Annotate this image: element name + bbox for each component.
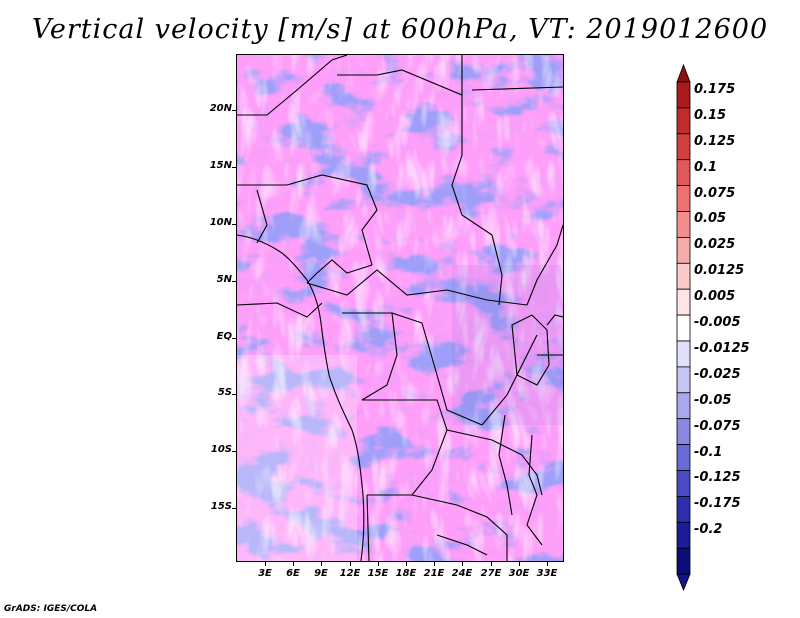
colorbar-label: -0.175	[694, 496, 741, 512]
southwest-smooth-region	[237, 355, 357, 561]
colorbar-top-arrow	[676, 63, 691, 83]
lon-tick-label: 24E	[451, 568, 473, 579]
lat-tick-label: 15N	[209, 160, 232, 171]
lon-tick-label: 33E	[536, 568, 558, 579]
lon-tick	[434, 562, 435, 566]
colorbar-swatch	[676, 314, 691, 342]
colorbar-label: 0.15	[694, 107, 727, 123]
lon-tick-label: 9E	[314, 568, 328, 579]
lat-tick	[232, 394, 236, 395]
colorbar-label: 0.0125	[694, 263, 745, 279]
colorbar-label: -0.05	[694, 392, 732, 408]
colorbar-label: 0.025	[694, 237, 736, 253]
lon-tick	[519, 562, 520, 566]
lat-tick	[232, 110, 236, 111]
lon-tick-label: 30E	[508, 568, 530, 579]
colorbar-swatch	[676, 133, 691, 161]
lat-tick-label: 20N	[209, 103, 232, 114]
colorbar-label: -0.025	[694, 366, 741, 382]
lat-tick	[232, 224, 236, 225]
colorbar-swatch	[676, 444, 691, 471]
colorbar-swatch	[676, 107, 691, 135]
west-coastline	[237, 234, 365, 561]
colorbar-label: -0.075	[694, 418, 741, 434]
lake-victoria	[511, 314, 550, 386]
colorbar-swatch	[676, 547, 691, 575]
colorbar-swatch	[676, 470, 691, 497]
map-plot-area	[236, 54, 564, 562]
lon-tick	[491, 562, 492, 566]
colorbar-swatch	[676, 288, 691, 316]
lon-tick	[462, 562, 463, 566]
lon-tick-label: 6E	[286, 568, 300, 579]
lon-tick-label: 21E	[423, 568, 445, 579]
colorbar-label: -0.2	[694, 522, 723, 538]
lat-tick-label: 5S	[217, 387, 232, 398]
lon-tick	[547, 562, 548, 566]
lat-tick	[232, 281, 236, 282]
colorbar-swatch	[676, 211, 691, 238]
colorbar-swatch	[676, 159, 691, 186]
colorbar-swatch	[676, 521, 691, 549]
colorbar-label: -0.1	[694, 444, 723, 460]
lon-tick-label: 12E	[339, 568, 361, 579]
colorbar-label: -0.0125	[694, 340, 750, 356]
east-africa-tint	[452, 265, 563, 425]
colorbar-label: -0.005	[694, 315, 741, 330]
lon-tick-label: 3E	[258, 568, 272, 579]
colorbar-swatch	[676, 81, 691, 109]
contour-highlights	[237, 55, 563, 561]
colorbar-label: 0.075	[694, 185, 736, 201]
lon-tick-label: 27E	[480, 568, 502, 579]
lat-tick-label: 15S	[210, 501, 232, 512]
lat-tick	[232, 167, 236, 168]
colorbar-swatch	[676, 185, 691, 212]
colorbar-label: 0.125	[694, 133, 736, 149]
lat-tick-label: 5N	[216, 274, 232, 285]
lon-tick-label: 18E	[395, 568, 417, 579]
colorbar-label: 0.175	[694, 81, 736, 97]
colorbar-label: 0.1	[694, 159, 718, 175]
chart-title: Vertical velocity [m/s] at 600hPa, VT: 2…	[31, 14, 769, 45]
footer-credit: GrADS: IGES/COLA	[4, 604, 98, 614]
colorbar-swatch	[676, 262, 691, 290]
colorbar-label: 0.005	[694, 289, 736, 305]
lat-tick	[232, 338, 236, 339]
lon-tick	[378, 562, 379, 566]
lon-tick	[321, 562, 322, 566]
lon-tick	[406, 562, 407, 566]
lat-tick	[232, 508, 236, 509]
lon-tick-label: 15E	[367, 568, 389, 579]
lat-tick-label: 10S	[210, 444, 232, 455]
colorbar-bottom-arrow	[676, 573, 691, 592]
colorbar-label: -0.125	[694, 470, 741, 486]
lon-tick	[265, 562, 266, 566]
lat-tick	[232, 451, 236, 452]
country-boundaries	[237, 55, 563, 561]
lat-tick-label: 10N	[209, 217, 232, 228]
colorbar-swatch	[676, 236, 691, 264]
colorbar-swatch	[676, 366, 691, 394]
colorbar-swatch	[676, 340, 691, 368]
colorbar-swatch	[676, 495, 691, 523]
velocity-field-map	[237, 55, 563, 561]
colorbar-swatch	[676, 418, 691, 446]
colorbar-label: 0.05	[694, 211, 727, 227]
colorbar-swatch	[676, 392, 691, 420]
lon-tick	[350, 562, 351, 566]
lat-tick-label: EQ	[216, 331, 232, 342]
lon-tick	[293, 562, 294, 566]
